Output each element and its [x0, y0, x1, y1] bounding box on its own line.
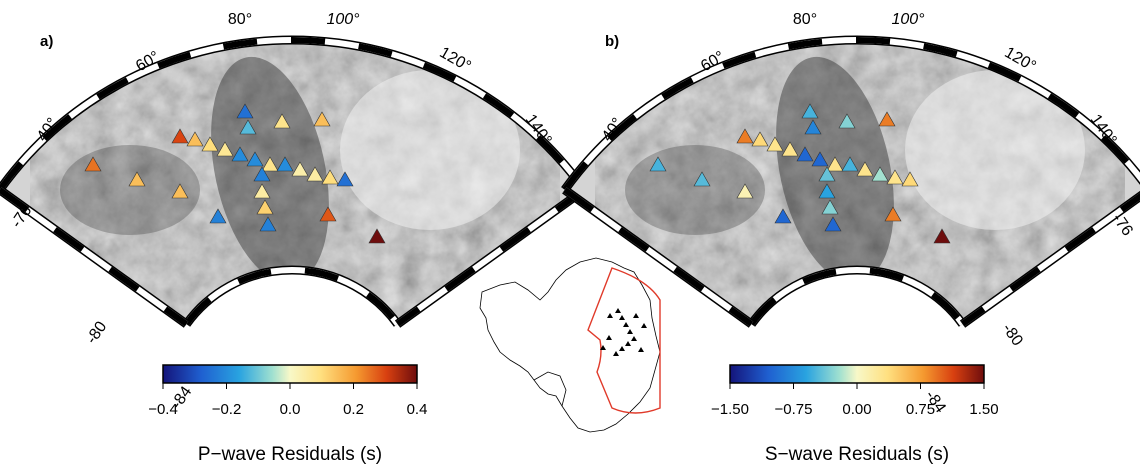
plateau	[905, 70, 1085, 230]
study-area	[588, 268, 660, 413]
colorbar-title: S−wave Residuals (s)	[765, 444, 949, 465]
colorbar	[163, 365, 417, 383]
colorbar-tick-label: 0.75	[906, 401, 935, 418]
colorbar-tick-label: 0.2	[343, 401, 364, 418]
latitude-label: -80	[83, 318, 110, 347]
longitude-label: 100°	[891, 11, 925, 28]
panel-label: a)	[40, 33, 53, 50]
colorbar-tick-label: −0.2	[212, 401, 242, 418]
colorbar-tick-label: −0.4	[148, 401, 178, 418]
terrain	[30, 30, 560, 340]
longitude-label: 100°	[326, 11, 360, 28]
colorbar-tick-label: −1.50	[711, 401, 749, 418]
colorbar-title: P−wave Residuals (s)	[198, 444, 382, 465]
latitude-label: -80	[999, 320, 1026, 349]
panel-label: b)	[605, 33, 619, 50]
colorbar-tick-label: 0.0	[280, 401, 301, 418]
colorbar-tick-label: 0.4	[407, 401, 428, 418]
map-panel: a)40°60°80°100°120°140°-76-80-84−0.4−0.2…	[0, 11, 584, 465]
inset-map	[480, 258, 660, 432]
plateau	[340, 70, 520, 230]
map-panel: b)40°60°80°100°120°140°-76-80-84−1.50−0.…	[565, 11, 1140, 465]
colorbar-tick-label: 1.50	[969, 401, 998, 418]
inset-stations	[600, 308, 647, 356]
terrain	[595, 30, 1125, 340]
colorbar-tick-label: 0.00	[842, 401, 871, 418]
antarctica-outline	[480, 258, 660, 432]
colorbar	[730, 365, 984, 383]
longitude-label: 80°	[228, 11, 252, 28]
ross-ice-shelf	[534, 372, 566, 406]
colorbar-tick-label: −0.75	[775, 401, 813, 418]
figure: a)40°60°80°100°120°140°-76-80-84−0.4−0.2…	[0, 0, 1140, 471]
longitude-label: 80°	[793, 11, 817, 28]
